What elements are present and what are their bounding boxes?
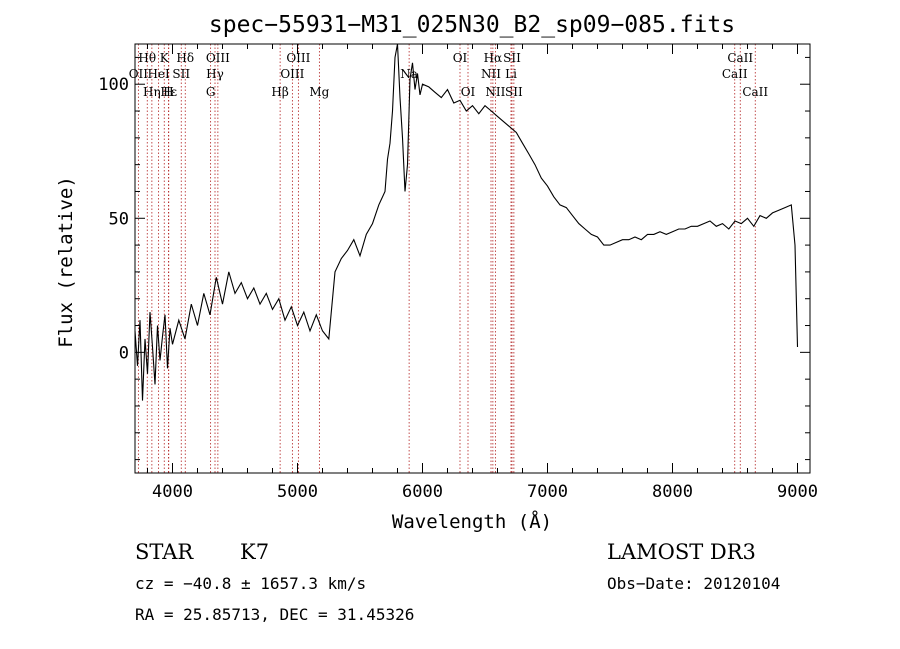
- ra-dec-coordinates: RA = 25.85713, DEC = 31.45326: [135, 605, 414, 624]
- object-class: STAR: [135, 540, 194, 564]
- line-marker-label: Hγ: [206, 67, 224, 81]
- line-marker-label: SII: [172, 67, 190, 81]
- line-marker-label: Na: [400, 67, 418, 81]
- x-tick-label: 9000: [777, 482, 818, 502]
- line-marker-label: Hβ: [271, 85, 288, 99]
- chart-title: spec−55931−M31_025N30_B2_sp09−085.fits: [209, 12, 735, 38]
- line-marker-label: Hε: [160, 85, 177, 99]
- observation-date: Obs−Date: 20120104: [607, 574, 780, 593]
- line-marker-label: CaII: [742, 85, 768, 99]
- line-marker-label: K: [160, 51, 170, 65]
- y-tick-label: 0: [119, 343, 129, 363]
- y-tick-label: 100: [98, 75, 129, 95]
- line-marker-label: HeI: [147, 67, 170, 81]
- x-axis-label: Wavelength (Å): [392, 510, 552, 533]
- x-axis-ticks: 4000 5000 6000 7000 8000 9000: [147, 44, 818, 502]
- line-marker-label: SII: [505, 85, 523, 99]
- x-tick-label: 5000: [277, 482, 318, 502]
- line-marker-label: OIII: [280, 67, 304, 81]
- x-tick-label: 4000: [152, 482, 193, 502]
- line-marker-label: OI: [453, 51, 468, 65]
- plot-frame: [134, 43, 811, 474]
- spectrum-line: [134, 43, 799, 401]
- line-marker-label: Hδ: [176, 51, 194, 65]
- line-marker-label: Hθ: [138, 51, 156, 65]
- line-marker-label: H: [163, 85, 173, 99]
- redshift-cz: cz = −40.8 ± 1657.3 km/s: [135, 574, 366, 593]
- line-marker-label: Hη: [143, 85, 161, 99]
- emission-line-labels: Hθ OII Hη K HeI Hε Hδ SII H OIII Hγ G OIII OIII Hβ Mg Na…: [129, 51, 769, 99]
- object-subclass: K7: [240, 540, 269, 564]
- line-marker-label: Mg: [309, 85, 329, 99]
- x-tick-label: 8000: [652, 482, 693, 502]
- line-marker-label: Hα: [484, 51, 503, 65]
- line-marker-label: CaII: [727, 51, 753, 65]
- x-tick-label: 7000: [527, 482, 568, 502]
- line-marker-label: NII: [485, 85, 505, 99]
- line-marker-label: Li: [505, 67, 517, 81]
- line-marker-label: G: [206, 85, 216, 99]
- line-marker-label: OIII: [206, 51, 230, 65]
- line-marker-label: CaII: [722, 67, 748, 81]
- line-marker-label: OI: [461, 85, 476, 99]
- y-tick-label: 50: [109, 209, 129, 229]
- line-marker-label: NII: [481, 67, 501, 81]
- line-marker-label: OIII: [286, 51, 310, 65]
- line-marker-label: OII: [129, 67, 149, 81]
- line-marker-label: SII: [503, 51, 521, 65]
- emission-line-markers: [137, 44, 756, 473]
- survey-name: LAMOST DR3: [607, 540, 756, 564]
- x-tick-label: 6000: [402, 482, 443, 502]
- y-axis-ticks: 0 50 100: [98, 56, 810, 461]
- y-axis-label: Flux (relative): [55, 176, 77, 348]
